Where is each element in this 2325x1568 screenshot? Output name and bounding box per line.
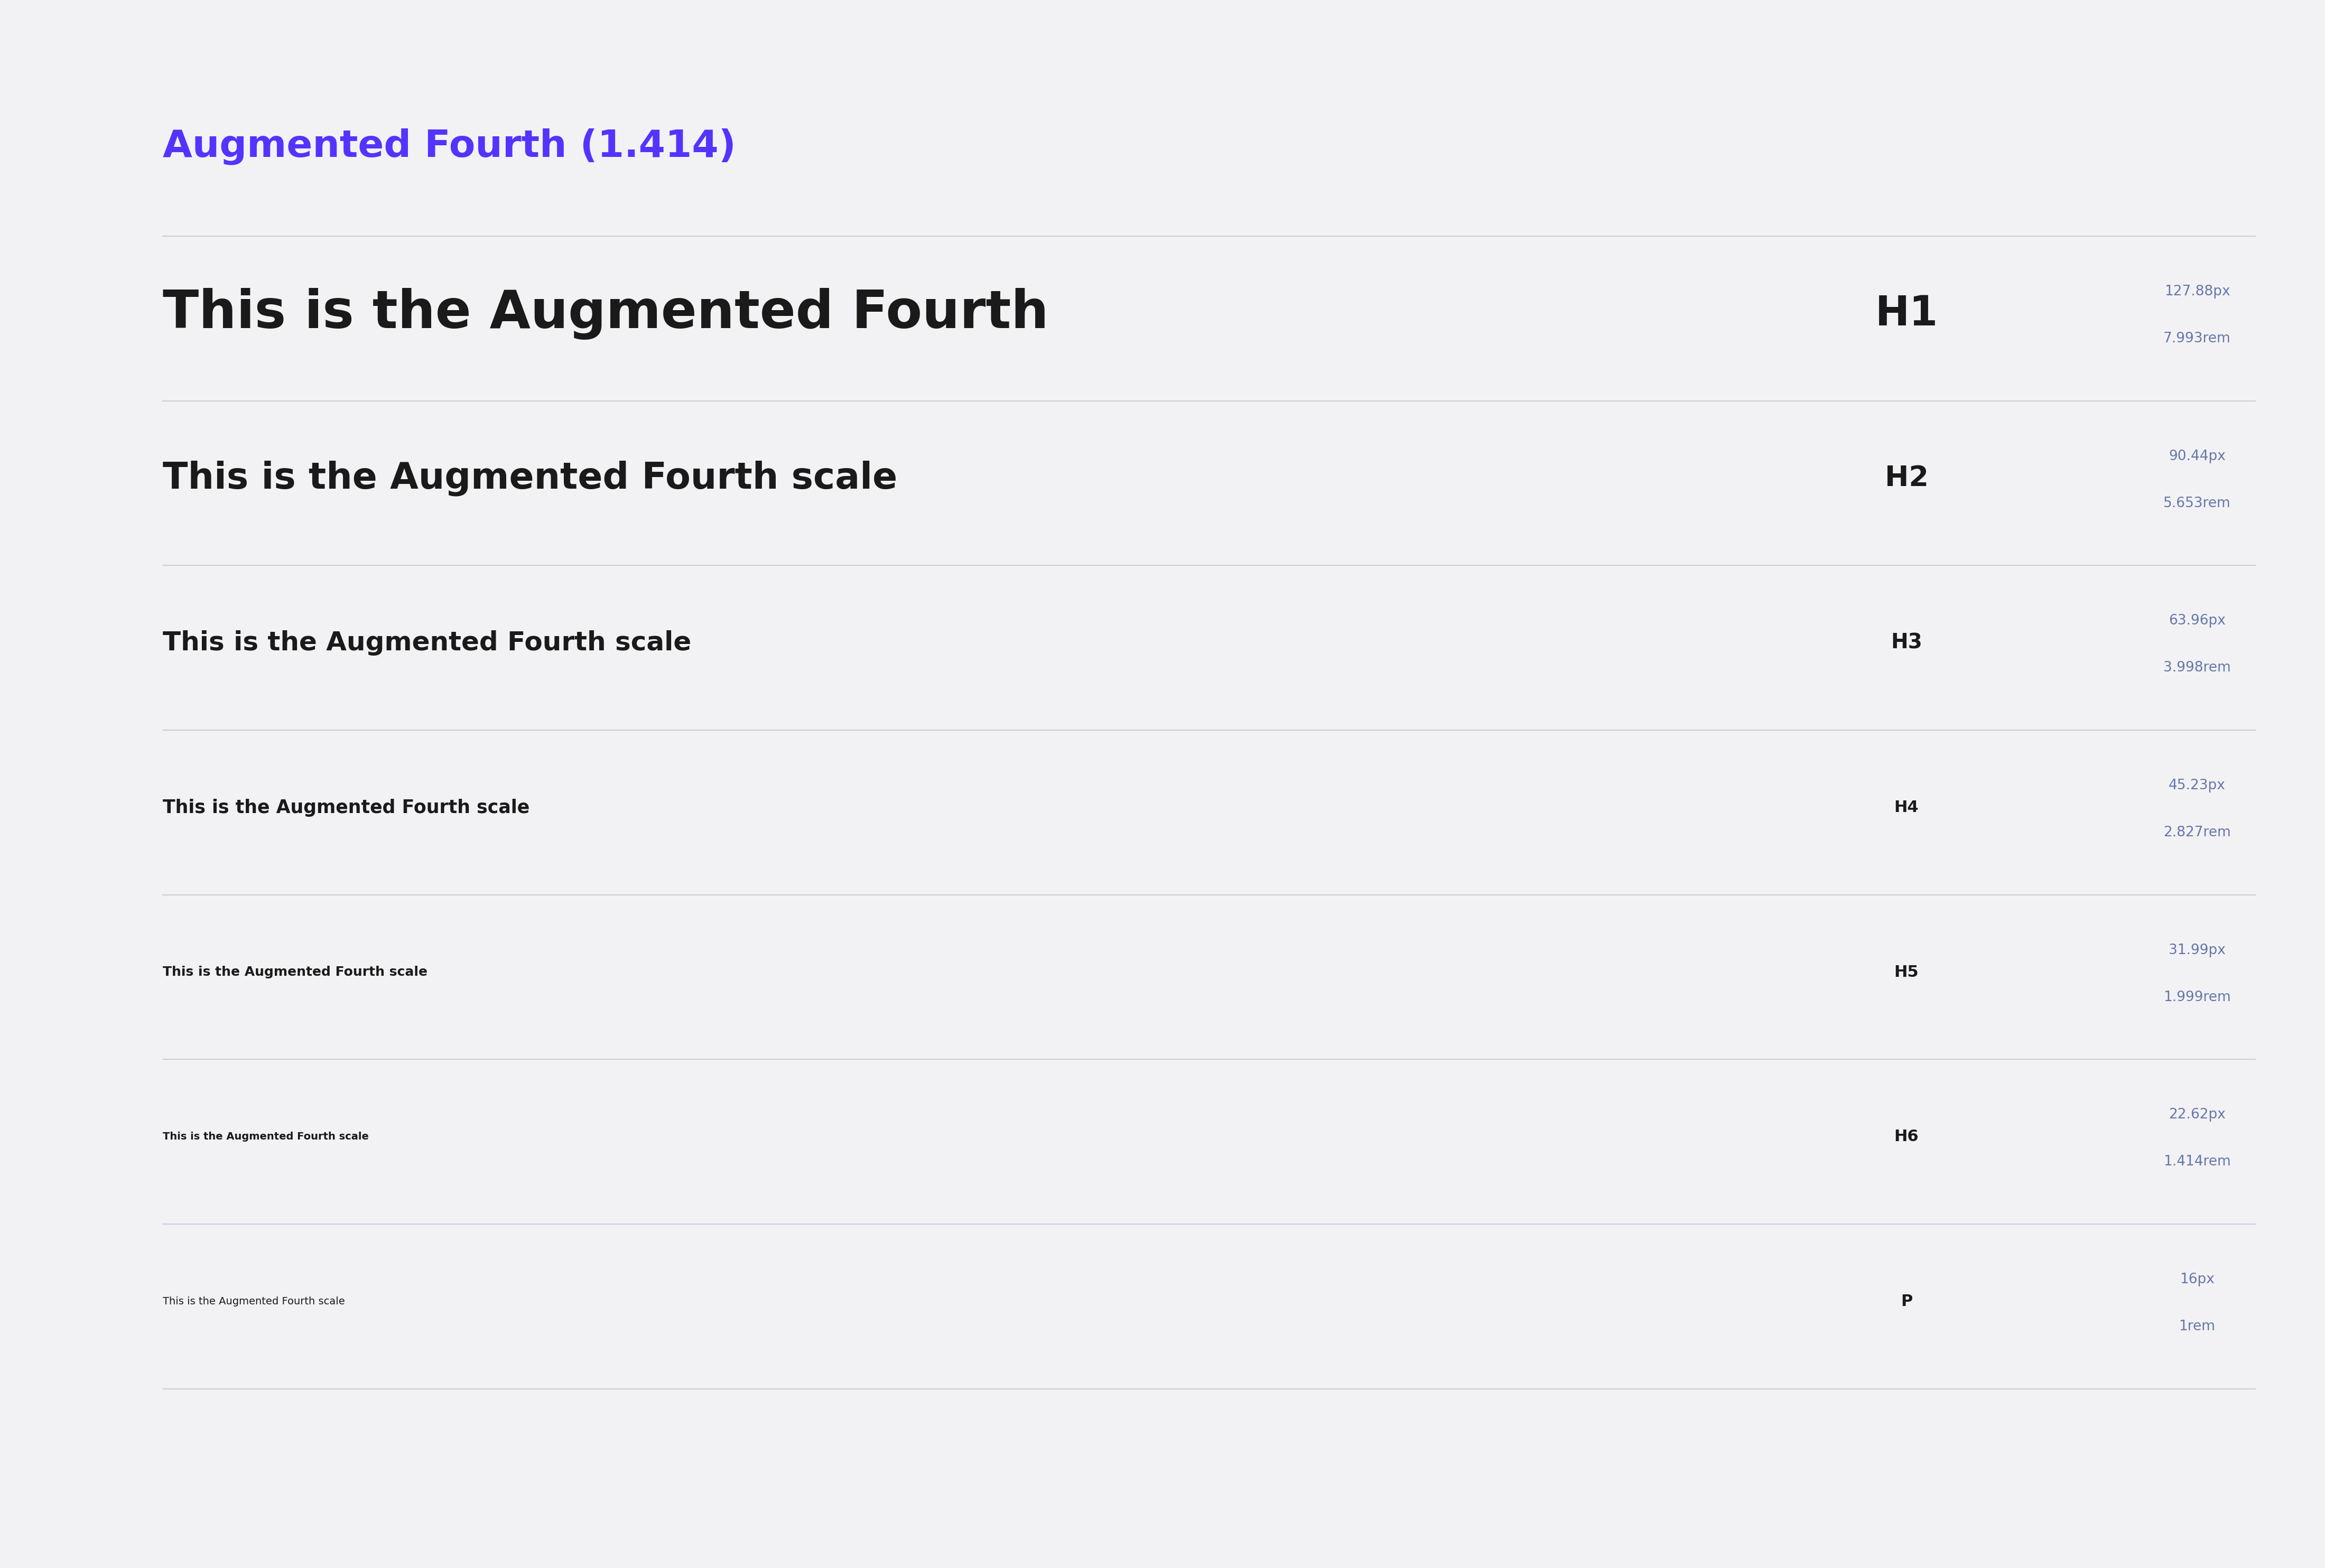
Text: 3.998rem: 3.998rem xyxy=(2162,662,2232,674)
Text: P: P xyxy=(1900,1294,1913,1309)
Text: 1.999rem: 1.999rem xyxy=(2162,991,2232,1004)
Text: 63.96px: 63.96px xyxy=(2169,615,2225,627)
Text: 22.62px: 22.62px xyxy=(2169,1109,2225,1121)
Text: This is the Augmented Fourth: This is the Augmented Fourth xyxy=(163,287,1049,340)
Text: H2: H2 xyxy=(1886,464,1927,492)
Text: 127.88px: 127.88px xyxy=(2165,285,2230,298)
Text: H3: H3 xyxy=(1890,633,1923,652)
Text: 5.653rem: 5.653rem xyxy=(2162,497,2232,510)
Text: H1: H1 xyxy=(1874,293,1939,334)
Text: Augmented Fourth (1.414): Augmented Fourth (1.414) xyxy=(163,129,737,165)
Text: This is the Augmented Fourth scale: This is the Augmented Fourth scale xyxy=(163,966,428,978)
Text: 45.23px: 45.23px xyxy=(2169,779,2225,792)
Text: This is the Augmented Fourth scale: This is the Augmented Fourth scale xyxy=(163,630,691,655)
Text: 90.44px: 90.44px xyxy=(2169,450,2225,463)
Text: 7.993rem: 7.993rem xyxy=(2162,332,2232,345)
Text: H5: H5 xyxy=(1895,964,1918,980)
Text: 1rem: 1rem xyxy=(2179,1320,2216,1333)
Text: This is the Augmented Fourth scale: This is the Augmented Fourth scale xyxy=(163,1297,344,1306)
Text: This is the Augmented Fourth scale: This is the Augmented Fourth scale xyxy=(163,1132,370,1142)
Text: H6: H6 xyxy=(1895,1129,1918,1145)
Text: 2.827rem: 2.827rem xyxy=(2162,826,2232,839)
Text: This is the Augmented Fourth scale: This is the Augmented Fourth scale xyxy=(163,798,530,817)
Text: This is the Augmented Fourth scale: This is the Augmented Fourth scale xyxy=(163,461,897,495)
Text: 1.414rem: 1.414rem xyxy=(2162,1156,2232,1168)
Text: 16px: 16px xyxy=(2181,1273,2213,1286)
Text: 31.99px: 31.99px xyxy=(2169,944,2225,956)
Text: H4: H4 xyxy=(1895,800,1918,815)
